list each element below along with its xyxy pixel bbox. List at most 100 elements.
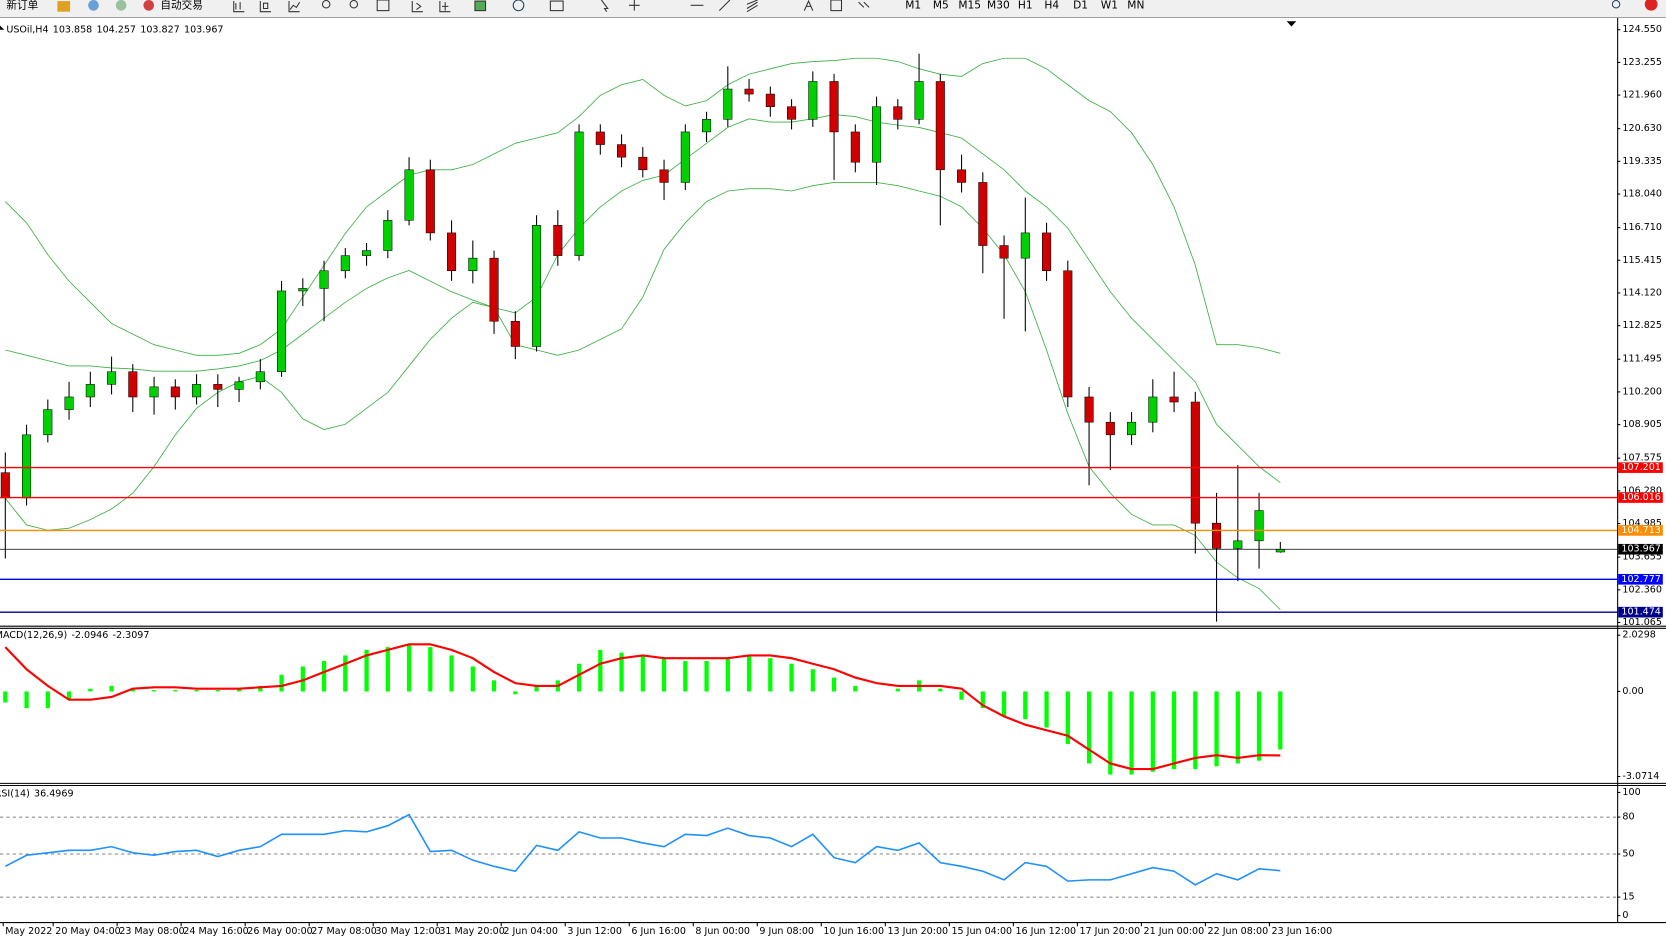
macd-bar xyxy=(109,685,114,692)
macd-bar xyxy=(3,691,8,703)
candle-body xyxy=(234,381,244,390)
y-tick-label: 107.575 xyxy=(1622,453,1661,464)
y-tick-label: 123.255 xyxy=(1622,57,1661,68)
candle-body xyxy=(1233,540,1243,549)
candle-body xyxy=(85,384,95,398)
candle-body xyxy=(850,131,860,163)
macd-bar xyxy=(385,647,390,692)
macd-bar xyxy=(831,677,837,692)
icon[interactable] xyxy=(233,1,245,13)
timeframe-button[interactable]: D1 xyxy=(1073,0,1088,11)
candle-body xyxy=(277,290,287,372)
icon[interactable] xyxy=(718,0,731,11)
new-order-button[interactable]: 新订单 xyxy=(6,0,38,11)
timeframe-button[interactable]: M5 xyxy=(933,0,949,11)
x-tick-label: 31 May 20:00 xyxy=(439,926,504,937)
macd-bar xyxy=(895,688,900,692)
macd-bar xyxy=(300,666,305,692)
icon[interactable] xyxy=(600,0,609,12)
macd-bar xyxy=(173,690,178,692)
icon[interactable] xyxy=(376,0,390,12)
notification-icon[interactable] xyxy=(1644,0,1658,11)
price-label-bg xyxy=(1618,525,1663,536)
search-icon[interactable] xyxy=(1611,0,1621,9)
candle-body xyxy=(64,396,74,410)
icon[interactable] xyxy=(439,1,451,13)
y-tick-label: -3.0714 xyxy=(1622,771,1659,782)
price-label: 101.474 xyxy=(1621,607,1660,618)
icon[interactable] xyxy=(57,1,71,12)
macd-bar xyxy=(236,688,242,692)
candle-body xyxy=(319,270,329,289)
y-tick-label: 103.655 xyxy=(1622,552,1661,563)
icon[interactable] xyxy=(321,0,331,9)
y-tick-label: 120.630 xyxy=(1622,123,1661,134)
chart-shift-marker xyxy=(1286,21,1297,27)
icon[interactable] xyxy=(858,1,870,8)
price-label: 107.201 xyxy=(1621,462,1660,473)
timeframe-button[interactable]: M30 xyxy=(987,0,1010,11)
timeframe-button[interactable]: W1 xyxy=(1101,0,1118,11)
icon[interactable] xyxy=(629,0,640,11)
macd-bar xyxy=(449,655,454,692)
candle-body xyxy=(255,371,265,383)
macd-bar xyxy=(576,663,582,692)
signal-line xyxy=(4,643,1281,771)
candle-body xyxy=(702,119,712,133)
icon[interactable] xyxy=(803,0,814,11)
header-value: 103.827 xyxy=(140,24,179,35)
x-tick-label: 15 Jun 04:00 xyxy=(951,926,1012,937)
timeframe-button[interactable]: MN xyxy=(1127,0,1144,11)
macd-bar xyxy=(598,649,603,692)
macd-bar xyxy=(640,655,645,692)
x-tick-label: 16 Jun 12:00 xyxy=(1015,926,1076,937)
icon[interactable] xyxy=(288,1,301,13)
icon[interactable] xyxy=(830,0,843,12)
candle-body xyxy=(510,320,520,347)
x-tick-label: May 2022 xyxy=(5,926,52,937)
candle-body xyxy=(872,106,882,163)
candle-body xyxy=(468,257,478,272)
macd-bar xyxy=(1065,691,1070,745)
icon[interactable] xyxy=(411,1,423,13)
macd-bar xyxy=(789,663,794,692)
indicator-header: MACD(12,26,9) -2.0946 -2.3097 xyxy=(0,630,149,641)
auto-trading-icon[interactable] xyxy=(143,0,155,11)
auto-trading-button[interactable]: 自动交易 xyxy=(160,0,202,11)
icon[interactable] xyxy=(259,1,271,13)
y-tick-label: 114.120 xyxy=(1622,287,1661,298)
timeframe-button[interactable]: H1 xyxy=(1018,0,1033,11)
icon[interactable] xyxy=(115,0,127,11)
macd-bar xyxy=(619,652,624,692)
macd-bar xyxy=(258,685,263,692)
candle-body xyxy=(489,257,499,322)
candle-body xyxy=(1042,232,1052,272)
price-label: 102.777 xyxy=(1621,574,1660,585)
macd-bar xyxy=(343,655,348,692)
icon[interactable] xyxy=(549,0,564,12)
macd-bar xyxy=(470,666,475,692)
macd-bar xyxy=(215,690,220,692)
macd-bar xyxy=(1150,691,1155,772)
header-value: RSI(14) xyxy=(0,788,30,799)
timeframe-button[interactable]: M15 xyxy=(958,0,981,11)
icon[interactable] xyxy=(88,0,99,11)
icon[interactable] xyxy=(746,0,758,13)
candle-body xyxy=(787,106,797,120)
x-tick-label: 13 Jun 20:00 xyxy=(887,926,948,937)
icon[interactable] xyxy=(474,0,487,12)
macd-bar xyxy=(321,660,327,692)
icon[interactable] xyxy=(349,0,359,9)
candle-body xyxy=(107,371,117,385)
timeframe-button[interactable]: M1 xyxy=(905,0,921,11)
rsi-line xyxy=(4,813,1281,886)
candle-body xyxy=(1254,510,1264,542)
candle-body xyxy=(0,472,10,499)
candle-body xyxy=(553,225,563,256)
timeframe-button[interactable]: H4 xyxy=(1044,0,1059,11)
y-tick-label: 111.495 xyxy=(1622,354,1661,365)
icon[interactable] xyxy=(512,0,525,12)
x-tick-label: 30 May 12:00 xyxy=(375,926,440,937)
y-tick-label: 50 xyxy=(1622,849,1634,860)
